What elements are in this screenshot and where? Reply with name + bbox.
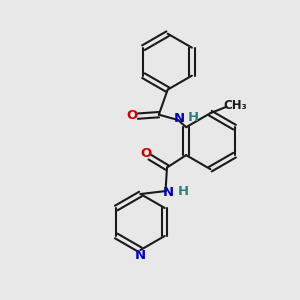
Text: O: O: [140, 147, 151, 160]
Text: CH₃: CH₃: [224, 99, 247, 112]
Text: H: H: [178, 185, 189, 198]
Text: O: O: [127, 109, 138, 122]
Text: N: N: [163, 186, 174, 199]
Text: H: H: [188, 110, 199, 124]
Text: N: N: [174, 112, 185, 125]
Text: N: N: [135, 249, 146, 262]
